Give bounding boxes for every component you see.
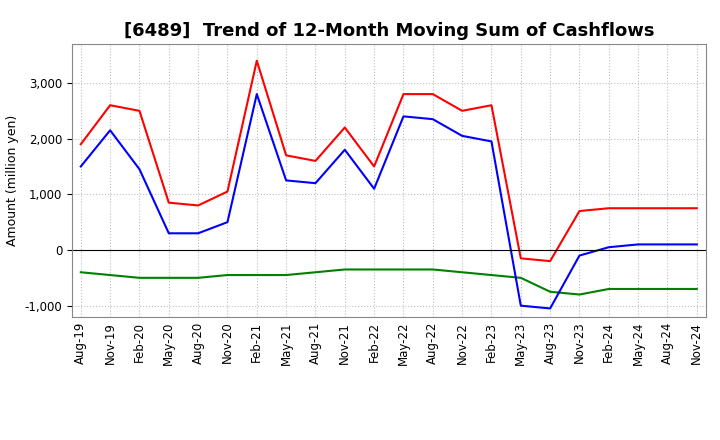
Investing Cashflow — [106, 272, 114, 278]
Free Cashflow — [634, 242, 642, 247]
Investing Cashflow — [341, 267, 349, 272]
Free Cashflow — [253, 92, 261, 97]
Investing Cashflow — [516, 275, 525, 280]
Free Cashflow — [516, 303, 525, 308]
Investing Cashflow — [76, 270, 85, 275]
Free Cashflow — [370, 186, 379, 191]
Free Cashflow — [663, 242, 672, 247]
Operating Cashflow — [428, 92, 437, 97]
Investing Cashflow — [693, 286, 701, 292]
Line: Free Cashflow: Free Cashflow — [81, 94, 697, 308]
Investing Cashflow — [428, 267, 437, 272]
Free Cashflow — [194, 231, 202, 236]
Free Cashflow — [106, 128, 114, 133]
Investing Cashflow — [399, 267, 408, 272]
Investing Cashflow — [223, 272, 232, 278]
Investing Cashflow — [605, 286, 613, 292]
Free Cashflow — [487, 139, 496, 144]
Free Cashflow — [311, 180, 320, 186]
Free Cashflow — [428, 117, 437, 122]
Investing Cashflow — [311, 270, 320, 275]
Investing Cashflow — [194, 275, 202, 280]
Operating Cashflow — [223, 189, 232, 194]
Investing Cashflow — [282, 272, 290, 278]
Operating Cashflow — [605, 205, 613, 211]
Operating Cashflow — [546, 258, 554, 264]
Free Cashflow — [546, 306, 554, 311]
Operating Cashflow — [634, 205, 642, 211]
Operating Cashflow — [164, 200, 173, 205]
Operating Cashflow — [399, 92, 408, 97]
Operating Cashflow — [341, 125, 349, 130]
Investing Cashflow — [546, 289, 554, 294]
Operating Cashflow — [194, 203, 202, 208]
Investing Cashflow — [253, 272, 261, 278]
Investing Cashflow — [634, 286, 642, 292]
Free Cashflow — [76, 164, 85, 169]
Investing Cashflow — [458, 270, 467, 275]
Free Cashflow — [693, 242, 701, 247]
Operating Cashflow — [370, 164, 379, 169]
Free Cashflow — [575, 253, 584, 258]
Operating Cashflow — [663, 205, 672, 211]
Line: Investing Cashflow: Investing Cashflow — [81, 269, 697, 294]
Operating Cashflow — [76, 142, 85, 147]
Y-axis label: Amount (million yen): Amount (million yen) — [6, 115, 19, 246]
Line: Operating Cashflow: Operating Cashflow — [81, 61, 697, 261]
Operating Cashflow — [106, 103, 114, 108]
Title: [6489]  Trend of 12-Month Moving Sum of Cashflows: [6489] Trend of 12-Month Moving Sum of C… — [124, 22, 654, 40]
Free Cashflow — [341, 147, 349, 152]
Operating Cashflow — [311, 158, 320, 164]
Free Cashflow — [399, 114, 408, 119]
Free Cashflow — [135, 167, 144, 172]
Free Cashflow — [164, 231, 173, 236]
Operating Cashflow — [135, 108, 144, 114]
Operating Cashflow — [575, 209, 584, 214]
Operating Cashflow — [253, 58, 261, 63]
Investing Cashflow — [663, 286, 672, 292]
Investing Cashflow — [487, 272, 496, 278]
Operating Cashflow — [487, 103, 496, 108]
Investing Cashflow — [370, 267, 379, 272]
Free Cashflow — [223, 220, 232, 225]
Operating Cashflow — [516, 256, 525, 261]
Free Cashflow — [605, 245, 613, 250]
Investing Cashflow — [135, 275, 144, 280]
Investing Cashflow — [575, 292, 584, 297]
Operating Cashflow — [458, 108, 467, 114]
Free Cashflow — [282, 178, 290, 183]
Operating Cashflow — [282, 153, 290, 158]
Operating Cashflow — [693, 205, 701, 211]
Free Cashflow — [458, 133, 467, 139]
Investing Cashflow — [164, 275, 173, 280]
